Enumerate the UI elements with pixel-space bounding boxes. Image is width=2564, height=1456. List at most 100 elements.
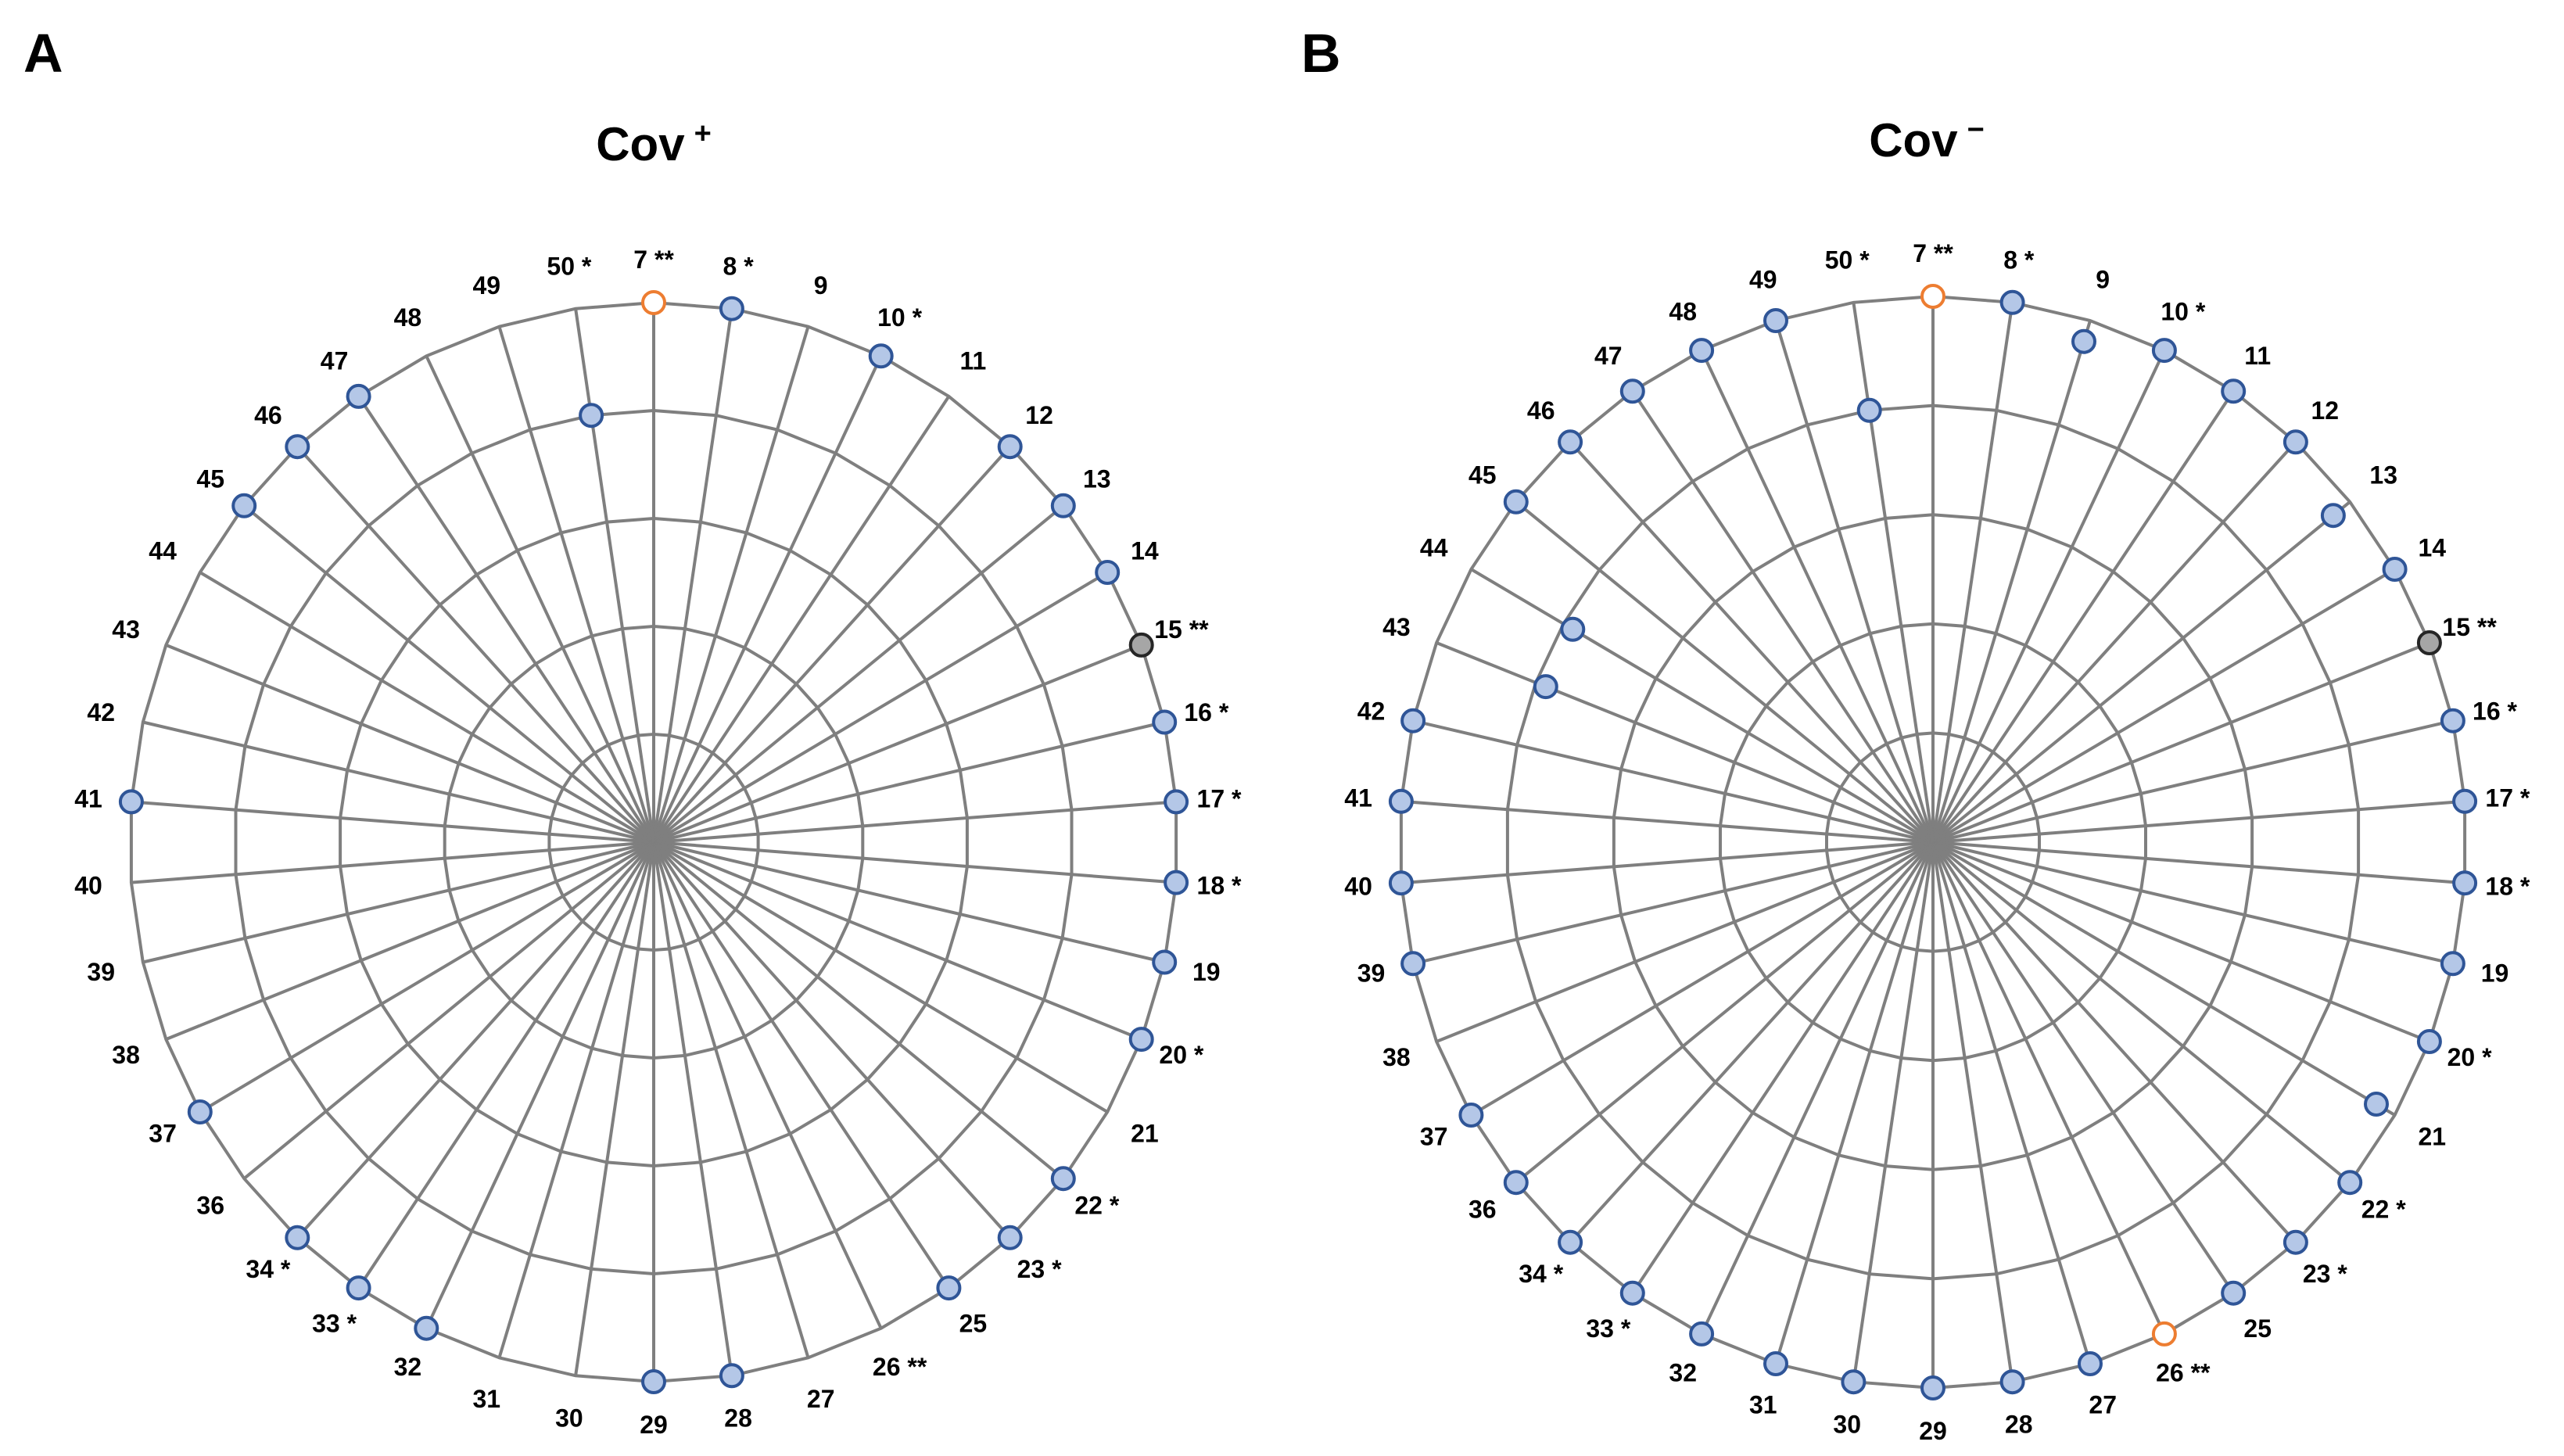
spoke-12: [652, 445, 1012, 844]
axis-label-14: 14: [1131, 537, 1159, 565]
spoke-26: [1931, 841, 2166, 1335]
panel-a: A Cov + 7 ** 8 * 9 10 * 11 12 13 14 15 ** 16 * 17 *…: [23, 23, 1242, 1439]
spoke-38: [165, 841, 654, 1041]
data-point-25: [2221, 1280, 2247, 1306]
spoke-21: [1931, 841, 2396, 1117]
data-point-31: [1763, 1351, 1788, 1376]
data-point-49: [1763, 308, 1788, 333]
axis-label-19: 19: [2481, 959, 2509, 988]
spoke-41: [1400, 799, 1934, 844]
spoke-31: [1774, 841, 1935, 1365]
axis-label-25: 25: [959, 1310, 988, 1338]
axis-label-41: 41: [1344, 784, 1372, 812]
spoke-30: [1852, 841, 1935, 1382]
data-point-29: [641, 1369, 666, 1394]
spoke-38: [1436, 841, 1934, 1043]
spoke-17: [1932, 799, 2465, 844]
axis-label-22: 22 *: [2361, 1196, 2406, 1224]
axis-label-9: 9: [814, 271, 828, 299]
axis-label-10: 10 *: [2161, 298, 2205, 326]
axis-label-30: 30: [555, 1404, 583, 1433]
axis-label-19: 19: [1192, 958, 1221, 986]
data-point-41: [1388, 788, 1414, 814]
spoke-42: [1412, 719, 1934, 844]
axis-label-27: 27: [807, 1385, 835, 1413]
axis-label-31: 31: [473, 1385, 501, 1413]
data-point-33: [1619, 1280, 1645, 1306]
spoke-14: [652, 571, 1109, 844]
data-point-32: [414, 1315, 439, 1341]
spoke-42: [142, 720, 654, 844]
axis-label-12: 12: [2311, 396, 2340, 425]
axis-label-42: 42: [1357, 697, 1386, 725]
panel-title-a: Cov +: [596, 117, 712, 170]
spoke-21: [652, 841, 1109, 1114]
axis-label-37: 37: [149, 1120, 177, 1148]
panel-title-b: Cov −: [1869, 113, 1985, 167]
spoke-50: [574, 308, 655, 843]
radar-spokes-a: [131, 303, 1177, 1382]
axis-label-27: 27: [2089, 1391, 2117, 1419]
data-point-45: [1503, 489, 1529, 515]
spoke-44: [1470, 568, 1935, 844]
spoke-13: [1931, 500, 2351, 844]
spoke-44: [199, 571, 655, 844]
axis-label-10: 10 *: [877, 303, 922, 332]
axis-label-44: 44: [1420, 534, 1448, 562]
axis-label-8: 8 *: [723, 252, 755, 280]
data-point-44: [1560, 616, 1586, 642]
panel-letter-b: B: [1301, 23, 1341, 84]
axis-label-7: 7 **: [1913, 239, 1953, 267]
data-point-20: [2416, 1029, 2442, 1054]
data-point-34: [1558, 1229, 1583, 1255]
axis-label-44: 44: [149, 537, 177, 565]
data-point-16: [1152, 709, 1178, 735]
data-point-25: [936, 1275, 962, 1301]
axis-label-15: 15 **: [1154, 615, 1209, 644]
axis-label-13: 13: [2369, 461, 2397, 490]
axis-labels-a: 7 ** 8 * 9 10 * 11 12 13 14 15 ** 16 * 17 * 18 * 19 2…: [74, 246, 1242, 1439]
data-points-a: [118, 290, 1189, 1394]
data-point-13: [1050, 493, 1076, 518]
spoke-49: [1774, 320, 1935, 843]
data-point-14: [2382, 557, 2408, 582]
axis-label-21: 21: [2419, 1123, 2447, 1151]
spoke-18: [1932, 841, 2465, 885]
axis-label-7: 7 **: [633, 246, 674, 274]
data-point-18: [2452, 870, 2478, 896]
axis-label-43: 43: [1382, 613, 1411, 641]
data-point-14: [1095, 560, 1121, 585]
axis-label-23: 23 *: [2303, 1260, 2347, 1288]
spoke-10: [652, 355, 883, 843]
spoke-33: [357, 841, 655, 1289]
panel-letter-a: A: [23, 23, 63, 84]
spoke-40: [1400, 841, 1934, 885]
spoke-11: [1931, 390, 2235, 844]
data-point-47: [346, 383, 371, 409]
data-point-23: [2282, 1229, 2308, 1255]
axis-label-49: 49: [473, 271, 501, 299]
data-point-42: [1400, 708, 1426, 733]
axis-label-17: 17 *: [1197, 784, 1242, 812]
axis-label-11: 11: [959, 347, 986, 375]
axis-label-47: 47: [1594, 342, 1623, 370]
data-point-20: [1128, 1027, 1154, 1053]
spoke-49: [497, 326, 655, 843]
spoke-37: [199, 841, 655, 1114]
spoke-15: [653, 644, 1142, 844]
spoke-14: [1931, 568, 2396, 844]
spoke-28: [1931, 841, 2014, 1382]
axis-label-42: 42: [87, 698, 115, 726]
spoke-34: [1569, 841, 1935, 1244]
axis-label-32: 32: [1669, 1358, 1697, 1386]
data-point-41: [118, 789, 144, 815]
data-point-15: [2416, 630, 2442, 655]
axis-label-29: 29: [1919, 1417, 1947, 1445]
axis-label-45: 45: [196, 465, 224, 493]
spoke-39: [142, 841, 654, 964]
data-point-10: [868, 343, 894, 369]
spoke-33: [1631, 841, 1935, 1294]
spoke-43: [165, 644, 654, 844]
axis-label-50: 50 *: [1825, 246, 1870, 274]
